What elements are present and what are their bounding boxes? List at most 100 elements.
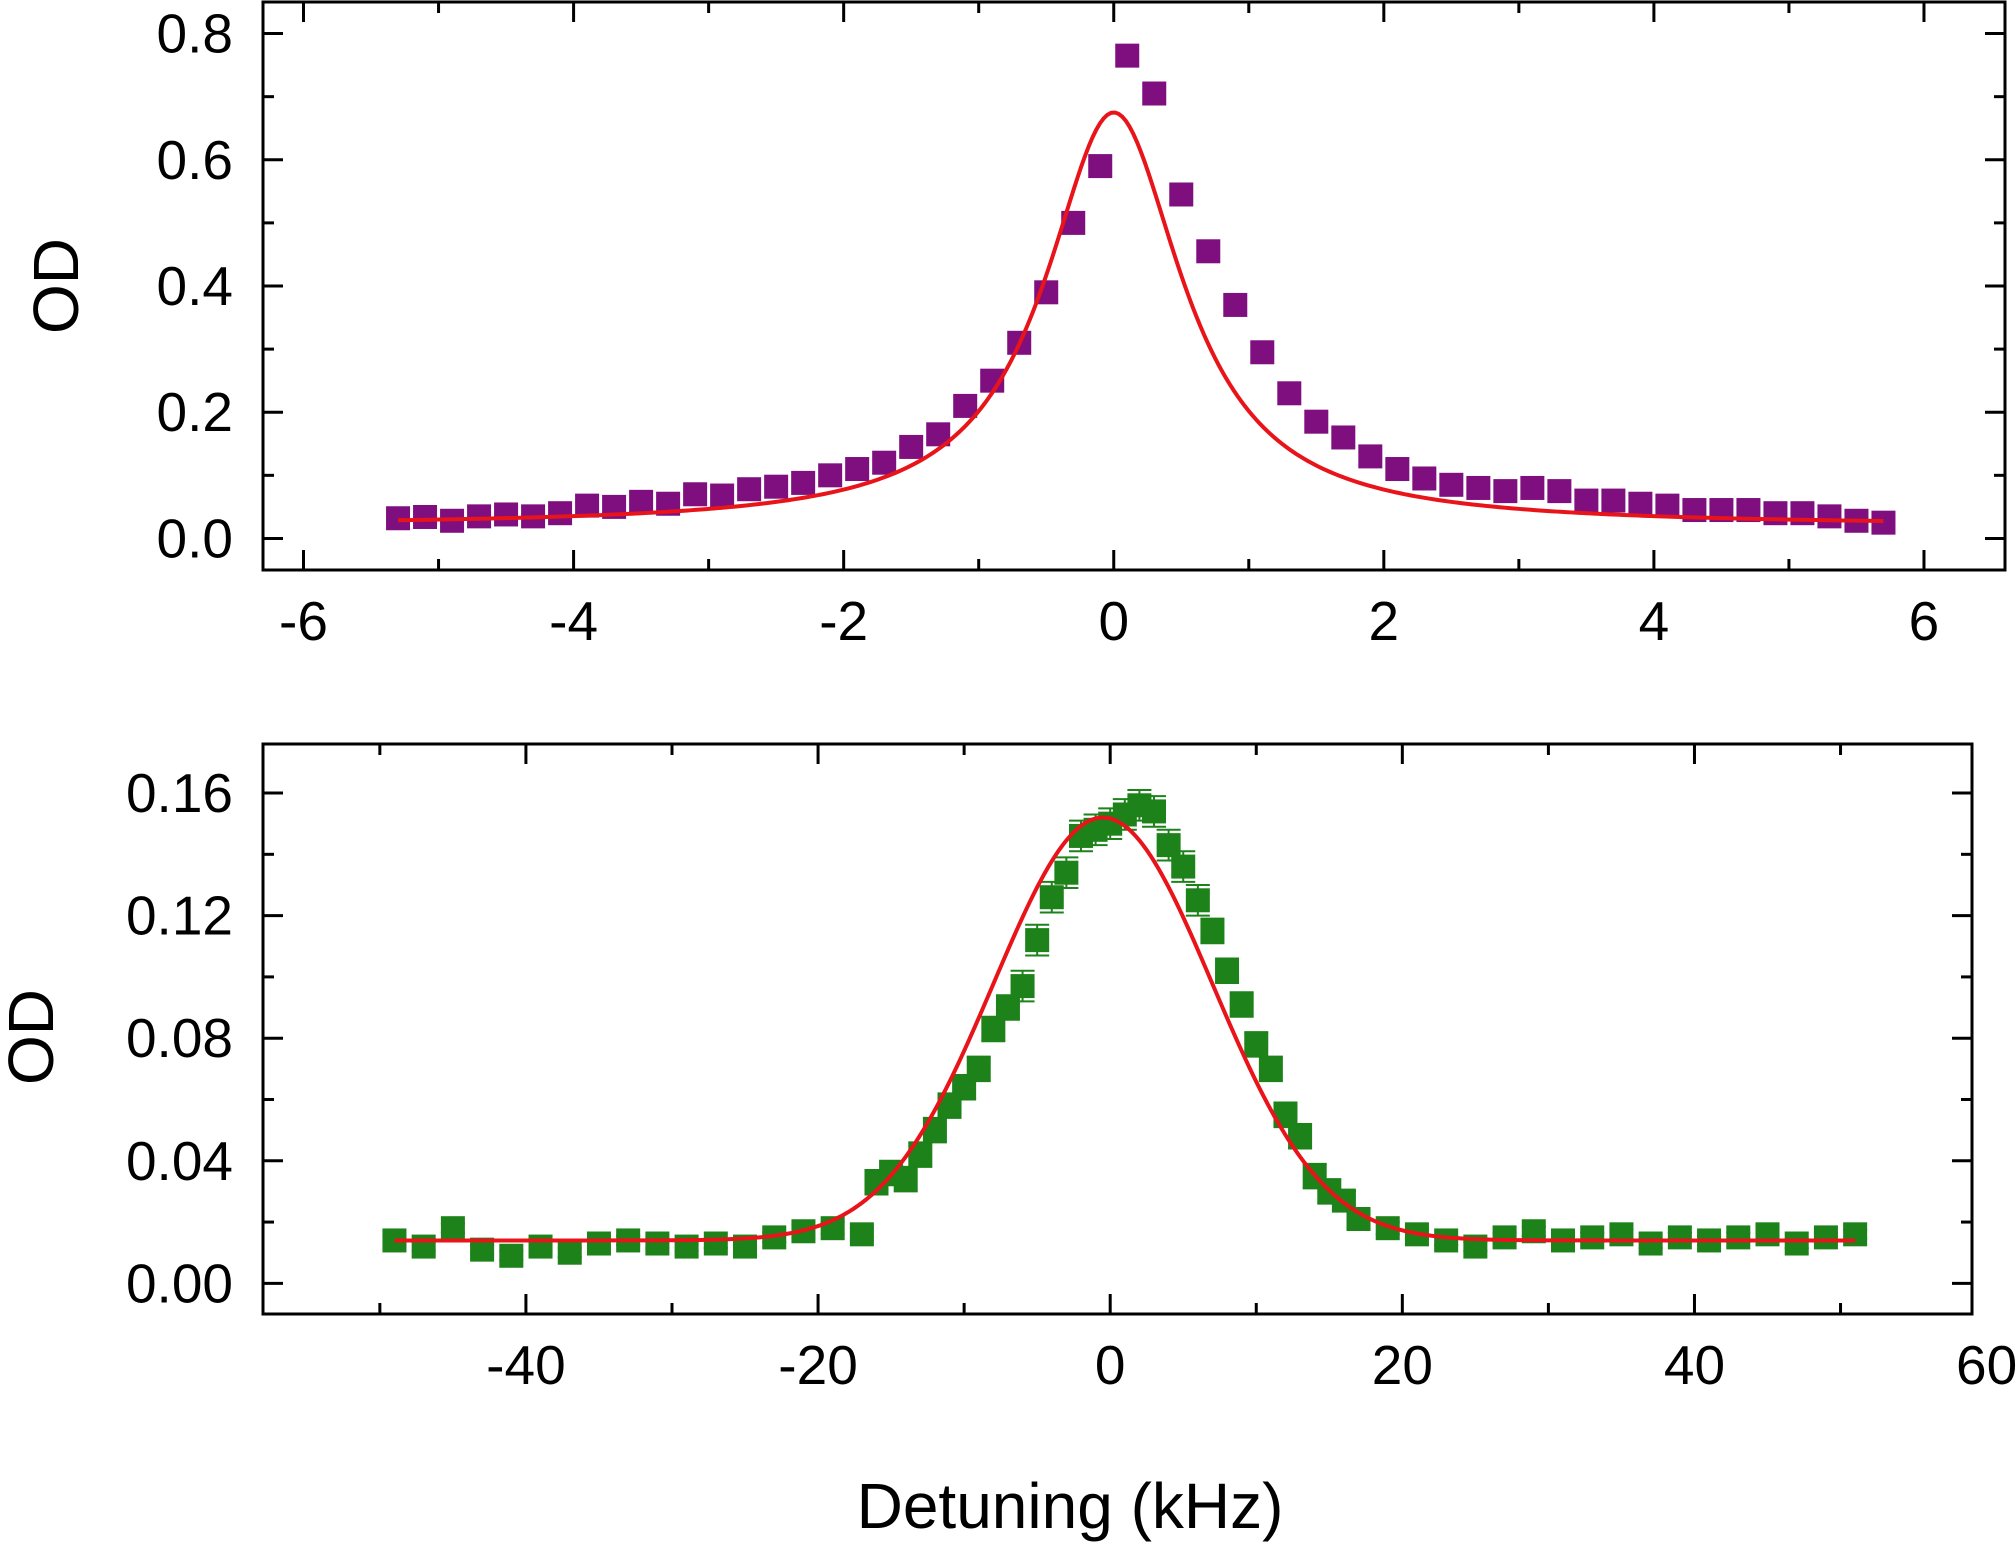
x-tick-label: 60 [1956,1334,2016,1396]
y-tick-label: 0.00 [126,1252,233,1314]
x-tick-label: 40 [1664,1334,1725,1396]
x-tick-label: -40 [486,1334,566,1396]
y-tick-label: 0.04 [126,1130,233,1192]
data-point [1258,1056,1283,1081]
y-tick-label: 0.2 [157,381,233,443]
data-point [440,1216,465,1241]
data-point [1385,457,1410,482]
x-axis-title: Detuning (kHz) [857,1470,1284,1542]
data-point [411,1234,436,1259]
data-point [499,1243,524,1268]
data-point [645,1231,670,1256]
data-point [1726,1225,1751,1250]
data-point [1229,992,1254,1017]
data-point [710,483,735,508]
fit-curve [398,110,1884,523]
y-tick-label: 0.0 [157,507,233,569]
x-tick-label: 2 [1369,590,1400,652]
data-point [1520,475,1545,500]
data-point [413,504,438,529]
data-point [1142,81,1167,106]
data-point [467,504,492,529]
data-point [1358,444,1383,469]
data-point [1223,292,1248,317]
data-point [1580,1225,1605,1250]
data-point [1434,1228,1459,1253]
x-tick-label: -4 [549,590,598,652]
y-axis-title: OD [0,989,67,1085]
data-point [1655,493,1680,518]
data-point [1142,799,1167,824]
data-point [528,1234,553,1259]
data-point [703,1231,728,1256]
data-point [953,393,978,418]
y-tick-label: 0.08 [126,1007,233,1069]
data-point [1156,833,1181,858]
data-point [791,470,816,495]
data-point [818,463,843,488]
y-tick-label: 0.8 [157,3,233,65]
data-point [1439,472,1464,497]
data-point [1277,381,1302,406]
data-point [849,1222,874,1247]
data-point [1763,501,1788,526]
data-point [1025,928,1050,953]
data-point [1215,958,1240,983]
y-tick-label: 0.6 [157,129,233,191]
data-point [1547,479,1572,504]
data-point [893,1167,918,1192]
data-point [872,450,897,475]
data-point [1871,510,1896,535]
data-point [1331,425,1356,450]
data-point [1601,488,1626,513]
data-point [1054,860,1079,885]
data-point [1667,1225,1692,1250]
data-point [586,1231,611,1256]
data-point [1813,1225,1838,1250]
y-tick-label: 0.16 [126,762,233,824]
data-point [1185,888,1210,913]
data-point [1115,43,1140,68]
data-point [1466,475,1491,500]
data-point [1574,488,1599,513]
x-tick-label: 6 [1909,590,1940,652]
data-point [1244,1032,1269,1057]
x-tick-label: 0 [1098,590,1129,652]
data-point [1493,479,1518,504]
data-point [494,502,519,527]
data-point [1250,340,1275,365]
top-panel: -6 -4 -2 0 2 4 6 0.0 0.2 0.4 0.6 0.8 OD [20,0,2007,652]
data-point [557,1240,582,1265]
data-point [1755,1222,1780,1247]
plot-frame [261,742,1974,1316]
data-point [845,457,870,482]
fit-curve [394,815,1856,1243]
data-point [981,1017,1006,1041]
data-point [1088,154,1113,179]
data-point [1638,1231,1663,1256]
data-point [1169,182,1194,207]
data-point [737,477,762,502]
data-point [995,995,1020,1020]
data-point [629,489,654,514]
data-point [1304,409,1329,434]
y-axis-title: OD [20,238,92,334]
data-point [1171,854,1196,879]
x-tick-label: -6 [279,590,328,652]
data-point [683,482,708,507]
x-tick-label: 0 [1095,1334,1126,1396]
x-tick-label: -20 [778,1334,858,1396]
data-point [764,474,789,499]
y-tick-label: 0.4 [157,255,233,317]
data-point [899,434,924,459]
plot-frame [261,0,2007,572]
x-tick-label: 20 [1372,1334,1433,1396]
data-point [1039,885,1064,910]
data-point [1492,1225,1517,1250]
data-point [1200,918,1225,943]
x-tick-label: 4 [1639,590,1670,652]
data-point [1628,491,1653,516]
data-point [1412,466,1437,491]
bottom-panel: -40 -20 0 20 40 60 0.00 0.04 0.08 0.12 0.16 OD [0,742,2016,1396]
